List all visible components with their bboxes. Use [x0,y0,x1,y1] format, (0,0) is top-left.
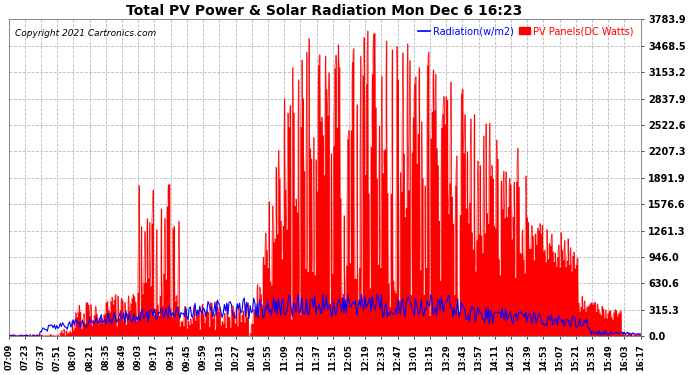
Legend: Radiation(w/m2), PV Panels(DC Watts): Radiation(w/m2), PV Panels(DC Watts) [417,24,635,38]
Text: Copyright 2021 Cartronics.com: Copyright 2021 Cartronics.com [15,29,156,38]
Title: Total PV Power & Solar Radiation Mon Dec 6 16:23: Total PV Power & Solar Radiation Mon Dec… [126,4,523,18]
